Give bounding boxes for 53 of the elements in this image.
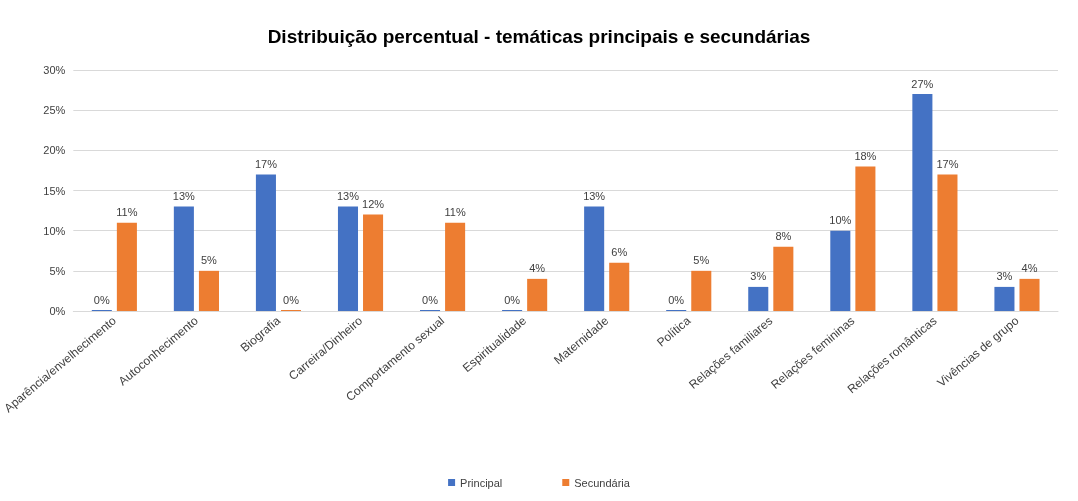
data-label: 13% [583, 190, 606, 203]
bar [937, 174, 958, 311]
bar [773, 246, 794, 311]
data-label: 5% [693, 254, 710, 267]
y-tick-label: 0% [49, 305, 66, 317]
data-label: 17% [254, 157, 278, 170]
data-label: 8% [775, 230, 792, 243]
bar [691, 270, 712, 311]
bar [363, 214, 384, 311]
data-label: 6% [611, 246, 628, 259]
data-label: 0% [668, 293, 685, 306]
data-label: 13% [336, 190, 360, 203]
legend-label: Secundária [574, 476, 631, 489]
data-label: 27% [911, 77, 934, 90]
data-label: 3% [750, 270, 767, 283]
y-tick-label: 15% [43, 184, 66, 197]
data-label: 11% [116, 206, 138, 219]
data-label: 10% [829, 214, 852, 227]
data-label: 0% [422, 293, 439, 306]
bar [912, 94, 933, 311]
bar [116, 222, 137, 311]
bar [1019, 278, 1040, 311]
data-label: 0% [283, 293, 300, 306]
legend-label: Principal [460, 476, 503, 489]
bar [830, 230, 851, 311]
data-label: 13% [172, 190, 196, 203]
bar [337, 206, 359, 311]
data-label: 0% [504, 293, 521, 306]
y-tick-label: 10% [43, 224, 66, 237]
bar [855, 166, 876, 311]
data-label: 18% [854, 149, 877, 162]
bar [748, 286, 769, 311]
bar [584, 206, 605, 311]
bar [173, 206, 194, 311]
bar [255, 174, 276, 311]
y-tick-label: 30% [43, 64, 66, 76]
bar [609, 262, 630, 311]
y-tick-label: 20% [43, 144, 66, 157]
y-tick-label: 25% [43, 104, 66, 117]
data-label: 4% [529, 262, 546, 275]
bar [527, 278, 548, 311]
data-label: 0% [93, 293, 110, 306]
data-label: 4% [1021, 262, 1038, 275]
bar [994, 286, 1015, 311]
y-tick-label: 5% [49, 264, 66, 277]
chart-title: Distribuição percentual - temáticas principais e secundárias [267, 26, 811, 47]
data-label: 11% [444, 206, 466, 219]
bar [445, 222, 466, 311]
bar [198, 270, 219, 311]
data-label: 12% [362, 198, 385, 211]
data-label: 17% [936, 157, 959, 170]
data-label: 3% [996, 270, 1013, 283]
data-label: 5% [200, 254, 218, 267]
